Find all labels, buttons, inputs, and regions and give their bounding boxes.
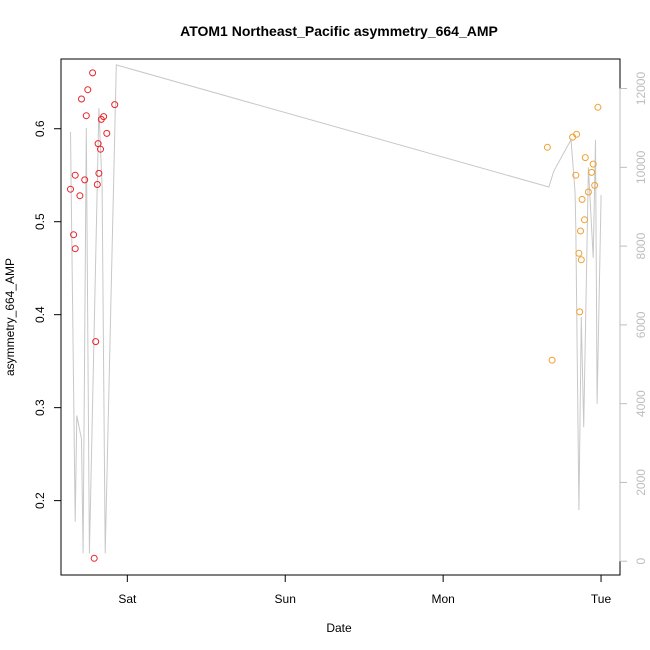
plot-frame	[60, 58, 621, 576]
data-point	[84, 86, 92, 94]
y2-tick-label: 4000	[634, 390, 648, 417]
data-point	[543, 143, 551, 151]
data-point	[578, 195, 586, 203]
data-point	[90, 554, 98, 562]
x-axis-label: Date	[326, 621, 352, 635]
x-axis: Sat Sun Mon Tue	[118, 574, 612, 606]
right-axis-line-series	[70, 64, 602, 554]
data-point	[577, 256, 585, 264]
data-point	[103, 129, 111, 137]
data-point	[572, 171, 580, 179]
data-point	[81, 176, 89, 184]
x-tick-label: Sat	[118, 592, 137, 606]
y2-tick-label: 8000	[634, 232, 648, 259]
y-tick-label: 0.3	[33, 399, 47, 416]
data-point	[71, 245, 79, 253]
x-tick-label: Mon	[431, 592, 454, 606]
data-point	[548, 356, 556, 364]
data-point	[576, 308, 584, 316]
y-tick-label: 0.2	[33, 492, 47, 509]
chart-title: ATOM1 Northeast_Pacific asymmetry_664_AM…	[180, 23, 498, 39]
data-point	[581, 216, 588, 224]
data-point	[70, 231, 78, 239]
data-point	[94, 140, 102, 148]
data-point	[588, 168, 596, 176]
data-point	[594, 103, 602, 111]
y-axis-label: asymmetry_664_AMP	[3, 258, 17, 376]
y-axis-right: 0 2000 4000 6000 8000 10000 12000	[619, 72, 648, 565]
data-point	[67, 185, 74, 193]
data-point	[589, 160, 597, 168]
data-point	[584, 188, 592, 196]
scatter-points	[67, 69, 602, 562]
y2-tick-label: 0	[634, 558, 648, 565]
data-point	[111, 101, 119, 109]
data-point	[92, 338, 100, 346]
data-point	[78, 95, 85, 103]
x-tick-label: Tue	[591, 592, 612, 606]
y2-tick-label: 2000	[634, 469, 648, 496]
data-point	[93, 181, 101, 188]
x-tick-label: Sun	[275, 592, 296, 606]
data-point	[71, 171, 79, 179]
data-point	[97, 145, 104, 153]
data-point	[95, 169, 103, 177]
y2-tick-label: 6000	[634, 311, 648, 338]
y2-tick-label: 10000	[634, 150, 648, 184]
data-point	[82, 112, 90, 120]
data-point	[591, 181, 599, 189]
y2-tick-label: 12000	[634, 72, 648, 106]
y-axis-left: 0.2 0.3 0.4 0.5 0.6	[33, 120, 62, 509]
y-tick-label: 0.5	[33, 213, 47, 230]
data-point	[575, 249, 583, 257]
data-point	[581, 154, 589, 162]
y-tick-label: 0.6	[33, 120, 47, 137]
data-point	[100, 113, 108, 121]
y-tick-label: 0.4	[33, 306, 47, 323]
data-point	[577, 227, 584, 235]
data-point	[573, 130, 581, 138]
data-point	[89, 69, 97, 77]
data-point	[76, 192, 84, 200]
series-line	[70, 64, 602, 554]
